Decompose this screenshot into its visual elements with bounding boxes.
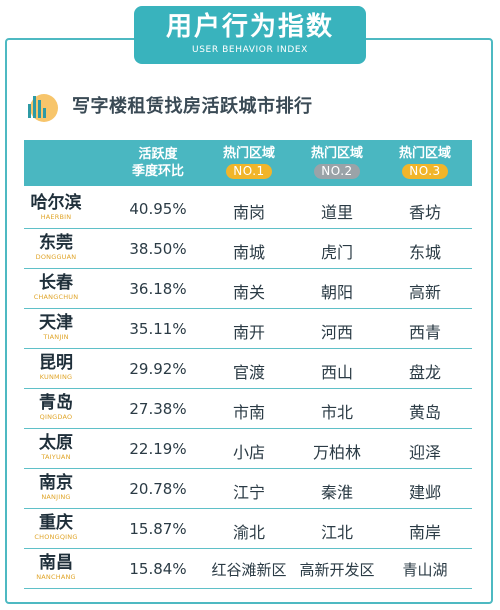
- hot-area-no3-cell: 东城: [408, 243, 441, 262]
- header-hot-area-no3: 热门区域 NO.3: [398, 146, 451, 179]
- hot-area-no2-cell: 万柏林: [312, 443, 361, 462]
- section-title: 写字楼租赁找房活跃城市排行: [72, 96, 313, 117]
- rate-cell: 35.11%: [129, 320, 187, 338]
- hot-area-no3-cell: 西青: [408, 323, 441, 342]
- hot-area-no1-cell: 南城: [232, 243, 265, 262]
- city-cell: 南京 NANJING: [39, 473, 73, 501]
- hot-area-no2-cell: 朝阳: [320, 283, 353, 302]
- rate-cell: 38.50%: [129, 240, 187, 258]
- hot-area-no1-cell: 官渡: [232, 363, 265, 382]
- hot-area-no1-cell: 小店: [232, 443, 265, 462]
- hot-area-no1-cell: 江宁: [232, 483, 265, 502]
- hot-area-no1-cell: 南关: [232, 283, 265, 302]
- hot-area-no3-cell: 高新: [408, 283, 441, 302]
- hot-area-no1-cell: 市南: [232, 403, 265, 422]
- rank-badge-no2: NO.2: [314, 164, 360, 179]
- hot-area-no2-cell: 秦淮: [320, 483, 353, 502]
- rank-badge-no3: NO.3: [402, 164, 448, 179]
- rate-cell: 29.92%: [129, 360, 187, 378]
- rate-cell: 15.87%: [129, 520, 187, 538]
- hot-area-no2-cell: 虎门: [320, 243, 353, 262]
- table-row: 南昌 NANCHANG 15.84% 红谷滩新区 高新开发区 青山湖: [24, 549, 472, 589]
- hot-area-no2-cell: 高新开发区: [299, 561, 375, 579]
- page-title: 用户行为指数: [165, 12, 334, 42]
- hot-area-no2-cell: 市北: [320, 403, 353, 422]
- hot-area-no3-cell: 香坊: [408, 203, 441, 222]
- rate-cell: 15.84%: [129, 560, 187, 578]
- hot-area-no1-cell: 南岗: [232, 203, 265, 222]
- ranking-table-body: 哈尔滨 HAERBIN 40.95% 南岗 道里 香坊 东莞 DONGGUAN …: [24, 189, 472, 589]
- rate-cell: 40.95%: [129, 200, 187, 218]
- city-cell: 南昌 NANCHANG: [36, 553, 76, 581]
- city-cell: 长春 CHANGCHUN: [33, 273, 79, 301]
- hot-area-no1-cell: 红谷滩新区: [211, 561, 287, 579]
- rank-badge-no1: NO.1: [226, 164, 272, 179]
- header-rate: 活跃度 季度环比: [131, 147, 184, 179]
- city-cell: 青岛 QINGDAO: [39, 393, 73, 421]
- hot-area-no1-cell: 南开: [232, 323, 265, 342]
- table-row: 重庆 CHONGQING 15.87% 渝北 江北 南岸: [24, 509, 472, 549]
- title-banner: 用户行为指数 USER BEHAVIOR INDEX: [134, 6, 366, 64]
- table-header: 活跃度 季度环比 热门区域 NO.1 热门区域 NO.2 热门区域 NO.3: [24, 140, 472, 186]
- table-row: 南京 NANJING 20.78% 江宁 秦淮 建邺: [24, 469, 472, 509]
- table-row: 长春 CHANGCHUN 36.18% 南关 朝阳 高新: [24, 269, 472, 309]
- city-cell: 昆明 KUNMING: [39, 353, 73, 381]
- table-row: 太原 TAIYUAN 22.19% 小店 万柏林 迎泽: [24, 429, 472, 469]
- city-cell: 哈尔滨 HAERBIN: [30, 193, 82, 221]
- hot-area-no3-cell: 迎泽: [408, 443, 441, 462]
- table-row: 青岛 QINGDAO 27.38% 市南 市北 黄岛: [24, 389, 472, 429]
- city-cell: 太原 TAIYUAN: [39, 433, 73, 461]
- hot-area-no2-cell: 西山: [320, 363, 353, 382]
- hot-area-no3-cell: 建邺: [408, 483, 441, 502]
- rate-cell: 22.19%: [129, 440, 187, 458]
- table-row: 天津 TIANJIN 35.11% 南开 河西 西青: [24, 309, 472, 349]
- hot-area-no3-cell: 青山湖: [402, 561, 448, 579]
- table-row: 昆明 KUNMING 29.92% 官渡 西山 盘龙: [24, 349, 472, 389]
- hot-area-no3-cell: 南岸: [408, 523, 441, 542]
- hot-area-no3-cell: 盘龙: [408, 363, 441, 382]
- rate-cell: 27.38%: [129, 400, 187, 418]
- content-frame: [5, 38, 493, 604]
- header-hot-area-no2: 热门区域 NO.2: [310, 146, 363, 179]
- table-row: 哈尔滨 HAERBIN 40.95% 南岗 道里 香坊: [24, 189, 472, 229]
- rate-cell: 20.78%: [129, 480, 187, 498]
- page-subtitle: USER BEHAVIOR INDEX: [192, 45, 308, 55]
- hot-area-no1-cell: 渝北: [232, 523, 265, 542]
- hot-area-no2-cell: 道里: [320, 203, 353, 222]
- hot-area-no2-cell: 江北: [320, 523, 353, 542]
- hot-area-no2-cell: 河西: [320, 323, 353, 342]
- city-cell: 东莞 DONGGUAN: [35, 233, 77, 261]
- city-cell: 重庆 CHONGQING: [34, 513, 78, 541]
- city-cell: 天津 TIANJIN: [39, 313, 73, 341]
- table-row: 东莞 DONGGUAN 38.50% 南城 虎门 东城: [24, 229, 472, 269]
- rate-cell: 36.18%: [129, 280, 187, 298]
- hot-area-no3-cell: 黄岛: [408, 403, 441, 422]
- bar-chart-logo-icon: [22, 88, 62, 122]
- header-hot-area-no1: 热门区域 NO.1: [222, 146, 275, 179]
